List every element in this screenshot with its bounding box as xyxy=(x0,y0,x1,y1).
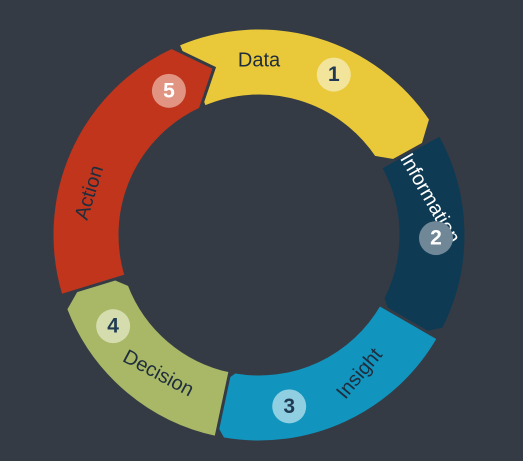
badge-number: 2 xyxy=(430,227,442,250)
segment-shape xyxy=(50,45,217,298)
badge-number: 3 xyxy=(283,395,295,418)
segment-shape xyxy=(197,302,441,444)
segment-shape xyxy=(64,266,232,440)
segment-shape xyxy=(176,26,433,167)
badge-number: 5 xyxy=(163,79,175,102)
badge-circle xyxy=(96,309,131,344)
step-number-badge: 4 xyxy=(96,309,131,344)
step-number-badge: 2 xyxy=(418,221,453,256)
cycle-segment-data: Data 1 xyxy=(176,26,433,167)
badge-circle xyxy=(418,221,453,256)
step-number-badge: 3 xyxy=(272,389,307,424)
segment-label: Data xyxy=(238,49,281,71)
step-number-badge: 1 xyxy=(316,57,351,92)
badge-circle xyxy=(151,73,186,108)
badge-circle xyxy=(272,389,307,424)
step-number-badge: 5 xyxy=(151,73,186,108)
badge-number: 1 xyxy=(328,63,340,86)
badge-circle xyxy=(316,57,351,92)
badge-number: 4 xyxy=(107,315,119,338)
